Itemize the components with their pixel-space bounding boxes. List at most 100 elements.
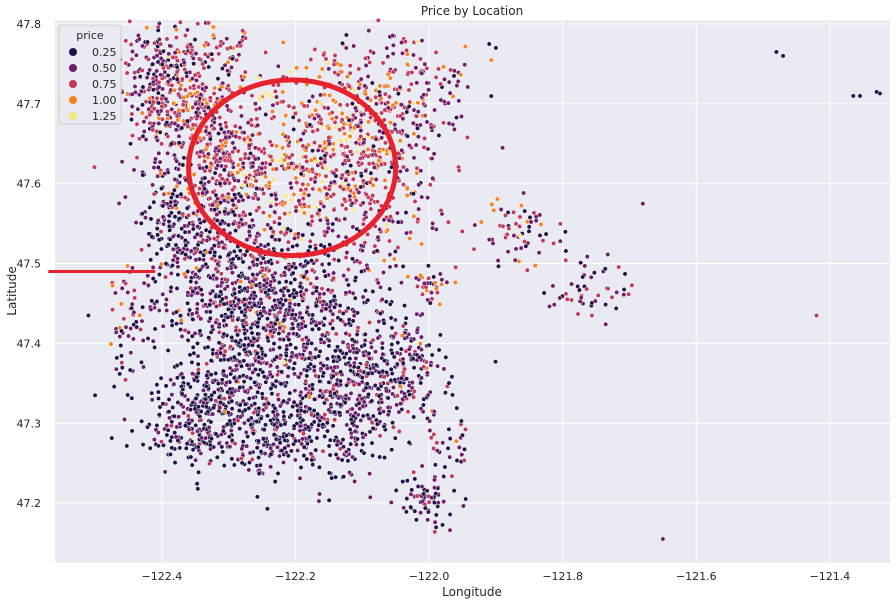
scatter-point: [318, 201, 324, 206]
scatter-point: [363, 63, 369, 68]
scatter-point: [156, 396, 161, 401]
scatter-point: [414, 38, 420, 44]
scatter-point: [242, 331, 248, 336]
scatter-point: [239, 309, 245, 315]
scatter-point: [347, 356, 353, 362]
legend-marker: [69, 80, 77, 88]
scatter-point: [175, 166, 181, 172]
scatter-point: [185, 269, 191, 274]
scatter-point: [265, 413, 270, 419]
scatter-point: [363, 91, 369, 97]
scatter-point: [208, 397, 214, 402]
scatter-point: [411, 365, 417, 371]
scatter-point: [389, 371, 395, 376]
scatter-point: [237, 289, 243, 295]
scatter-point: [450, 392, 455, 398]
scatter-point: [229, 406, 235, 412]
scatter-point: [270, 229, 276, 235]
scatter-point: [149, 397, 155, 403]
scatter-point: [460, 503, 466, 509]
scatter-point: [408, 229, 414, 235]
scatter-point: [256, 75, 262, 81]
scatter-point: [277, 158, 283, 164]
scatter-point: [380, 60, 386, 66]
scatter-point: [228, 344, 234, 349]
scatter-point: [400, 116, 406, 122]
scatter-point: [313, 322, 319, 328]
scatter-point: [288, 197, 294, 203]
scatter-point: [237, 359, 243, 365]
scatter-point: [311, 368, 317, 374]
scatter-point: [261, 325, 267, 331]
scatter-point: [171, 100, 177, 106]
scatter-point: [344, 250, 350, 256]
scatter-point: [397, 168, 403, 174]
scatter-point: [253, 107, 259, 112]
scatter-point: [223, 120, 229, 126]
plot-background: [55, 20, 890, 563]
scatter-point: [249, 176, 255, 182]
scatter-point: [425, 146, 431, 152]
scatter-point: [426, 499, 432, 505]
scatter-point: [373, 349, 378, 355]
scatter-point: [377, 410, 383, 416]
scatter-point: [381, 320, 387, 326]
scatter-point: [209, 51, 215, 57]
scatter-point: [214, 454, 220, 460]
scatter-point: [241, 130, 247, 136]
scatter-point: [389, 447, 395, 453]
scatter-point: [591, 270, 597, 276]
scatter-point: [169, 318, 175, 324]
scatter-point: [330, 325, 336, 331]
scatter-point: [125, 263, 131, 269]
scatter-point: [288, 342, 293, 348]
scatter-point: [253, 178, 259, 184]
scatter-point: [357, 406, 363, 412]
scatter-point: [211, 126, 217, 132]
scatter-point: [367, 320, 372, 325]
scatter-point: [356, 190, 362, 195]
scatter-point: [447, 436, 453, 442]
scatter-point: [139, 359, 144, 365]
scatter-point: [208, 358, 214, 364]
scatter-point: [163, 261, 169, 267]
scatter-point: [306, 355, 312, 361]
scatter-point: [280, 131, 286, 137]
scatter-point: [236, 135, 242, 141]
scatter-point: [307, 122, 313, 128]
scatter-point: [384, 388, 389, 394]
x-tick-label: −121.6: [676, 570, 717, 583]
scatter-point: [441, 120, 446, 126]
scatter-point: [337, 102, 343, 108]
scatter-point: [347, 470, 353, 475]
scatter-point: [250, 342, 255, 348]
scatter-point: [176, 216, 182, 222]
scatter-point: [337, 80, 343, 86]
scatter-point: [158, 246, 164, 252]
y-tick-label: 47.8: [17, 18, 42, 31]
scatter-point: [359, 375, 365, 381]
scatter-point: [378, 311, 383, 317]
scatter-point: [187, 384, 193, 390]
scatter-point: [341, 354, 347, 360]
scatter-point: [356, 400, 362, 406]
scatter-point: [454, 458, 460, 463]
scatter-point: [390, 420, 396, 426]
scatter-point: [400, 50, 405, 56]
scatter-point: [179, 144, 185, 150]
scatter-point: [421, 92, 427, 98]
scatter-point: [291, 126, 297, 132]
scatter-point: [557, 295, 563, 301]
scatter-point: [300, 263, 306, 269]
scatter-point: [119, 353, 124, 359]
scatter-point: [182, 87, 188, 93]
scatter-point: [375, 386, 381, 392]
scatter-point: [205, 151, 211, 157]
scatter-point: [222, 276, 228, 282]
scatter-point: [260, 369, 266, 375]
scatter-point: [160, 203, 166, 209]
scatter-point: [337, 378, 343, 384]
scatter-point: [252, 302, 257, 308]
scatter-point: [154, 251, 160, 257]
